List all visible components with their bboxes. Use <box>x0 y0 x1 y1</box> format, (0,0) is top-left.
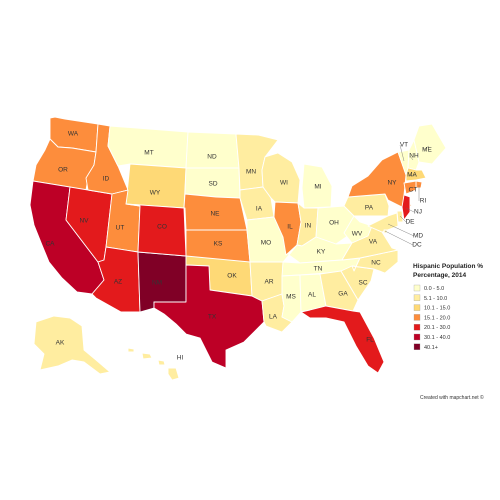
state-label-ma: MA <box>407 172 417 179</box>
state-label-mo: MO <box>261 240 271 247</box>
states-layer <box>29 116 447 381</box>
state-label-nj: NJ <box>414 209 422 216</box>
legend-label: 5.1 - 10.0 <box>424 296 447 302</box>
state-label-ak: AK <box>56 340 65 347</box>
state-label-nd: ND <box>207 154 217 161</box>
state-label-in: IN <box>305 223 312 230</box>
state-ct <box>403 180 417 195</box>
state-label-sc: SC <box>358 280 367 287</box>
state-label-wa: WA <box>68 131 79 138</box>
state-label-ks: KS <box>214 241 223 248</box>
state-co <box>125 203 187 257</box>
legend-swatch <box>413 294 421 301</box>
state-me <box>413 123 447 165</box>
state-label-de: DE <box>405 219 415 226</box>
state-label-ri: RI <box>420 198 427 205</box>
state-label-vt: VT <box>400 142 408 149</box>
legend-label: 15.1 - 20.0 <box>424 315 450 321</box>
state-label-nm: NM <box>152 280 162 287</box>
state-label-az: AZ <box>114 279 122 286</box>
state-label-dc: DC <box>412 242 422 249</box>
state-label-fl: FL <box>366 337 374 344</box>
state-label-me: ME <box>422 147 432 154</box>
leader-line-nh <box>409 155 414 161</box>
state-wy <box>125 163 187 209</box>
legend-swatch <box>413 314 421 321</box>
state-label-ms: MS <box>286 294 296 301</box>
state-label-wv: WV <box>352 231 363 238</box>
state-mt <box>107 125 189 169</box>
state-label-il: IL <box>287 224 293 231</box>
state-label-al: AL <box>308 292 316 299</box>
state-label-pa: PA <box>365 205 374 212</box>
state-label-tx: TX <box>208 314 217 321</box>
state-label-wy: WY <box>150 190 161 197</box>
state-label-ia: IA <box>256 206 263 213</box>
state-label-mt: MT <box>144 150 153 157</box>
state-sc <box>340 265 375 301</box>
state-label-nc: NC <box>371 260 381 267</box>
leader-line-ct <box>408 187 411 191</box>
legend-label: 0.0 - 5.0 <box>424 286 444 292</box>
legend-swatch <box>413 284 421 292</box>
state-label-mn: MN <box>246 169 256 176</box>
state-label-co: CO <box>157 224 167 231</box>
state-label-oh: OH <box>329 220 339 227</box>
leader-line-vt <box>399 144 405 162</box>
state-tx <box>153 264 265 369</box>
state-nh <box>407 139 420 171</box>
state-ma <box>405 167 427 182</box>
state-label-ky: KY <box>317 249 326 256</box>
state-label-va: VA <box>369 239 378 246</box>
state-label-nv: NV <box>79 218 89 225</box>
leader-line-ma <box>407 174 417 177</box>
state-labels-layer: WA OR CA NV ID MT WY UT AZ NM CO ND SD NE KS OK TX MN IA MO… <box>45 131 432 362</box>
state-label-or: OR <box>58 167 68 174</box>
state-label-wi: WI <box>280 180 288 187</box>
legend: Hispanic Population % Percentage, 2014 0… <box>413 263 483 351</box>
legend-title-line1: Hispanic Population % <box>413 263 483 270</box>
legend-label: 10.1 - 15.0 <box>424 306 450 312</box>
state-dc <box>383 229 388 234</box>
state-fl <box>300 305 385 374</box>
state-nd <box>185 131 240 169</box>
legend-title-line2: Percentage, 2014 <box>413 272 467 279</box>
state-ak <box>33 315 111 375</box>
state-label-ny: NY <box>387 180 397 187</box>
state-label-id: ID <box>103 176 110 183</box>
leader-line-nj <box>405 207 415 213</box>
state-hi <box>127 347 180 381</box>
state-label-sd: SD <box>208 181 217 188</box>
state-label-ne: NE <box>210 211 220 218</box>
state-label-ok: OK <box>227 273 237 280</box>
state-label-mi: MI <box>314 184 321 191</box>
state-label-ga: GA <box>338 291 348 298</box>
state-label-hi: HI <box>177 355 184 362</box>
legend-label: 30.1 - 40.0 <box>424 335 450 341</box>
legend-swatch <box>413 333 421 341</box>
state-label-ar: AR <box>264 279 273 286</box>
state-nj <box>401 194 411 221</box>
state-md <box>367 212 399 233</box>
leader-line-de <box>399 215 407 223</box>
state-label-tn: TN <box>314 266 323 273</box>
legend-label: 20.1 - 30.0 <box>424 325 450 331</box>
state-label-la: LA <box>269 314 278 321</box>
legend-swatch <box>413 343 421 350</box>
leader-line-md <box>387 223 415 237</box>
legend-items: 0.0 - 5.0 5.1 - 10.0 10.1 - 15.0 15.1 - 20.… <box>413 284 450 351</box>
leader-line-dc <box>384 230 414 246</box>
state-label-ct: CT <box>409 187 418 194</box>
legend-label: 40.1+ <box>424 345 438 351</box>
state-label-ut: UT <box>116 225 125 232</box>
state-ga <box>319 270 359 312</box>
state-label-md: MD <box>413 233 423 240</box>
credit-text: Created with mapchart.net © <box>420 394 484 401</box>
legend-swatch <box>413 324 421 331</box>
state-label-nh: NH <box>409 153 419 160</box>
state-label-ca: CA <box>45 241 55 248</box>
legend-swatch <box>413 304 421 311</box>
leader-line-me <box>422 145 430 151</box>
